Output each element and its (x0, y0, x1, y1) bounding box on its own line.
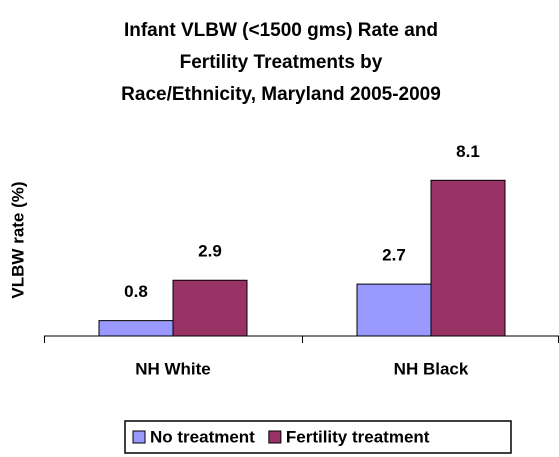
bar (430, 179, 506, 337)
bar (356, 283, 432, 337)
data-label: 0.8 (124, 282, 148, 301)
x-tick-label: NH Black (394, 359, 469, 378)
legend-label: No treatment (150, 427, 255, 446)
chart-title: Infant VLBW (<1500 gms) Rate and (124, 20, 438, 41)
x-tick-label: NH White (135, 359, 211, 378)
data-label: 2.7 (382, 246, 406, 265)
bar (98, 320, 174, 337)
legend-label: Fertility treatment (286, 427, 430, 446)
data-label: 2.9 (198, 242, 222, 261)
y-axis-label: VLBW rate (%) (8, 181, 27, 298)
chart-title: Race/Ethnicity, Maryland 2005-2009 (121, 84, 441, 105)
legend-swatch (268, 430, 282, 444)
chart-title: Fertility Treatments by (180, 52, 383, 73)
legend-swatch (132, 430, 146, 444)
bar (172, 279, 248, 337)
legend-box (124, 420, 512, 454)
data-label: 8.1 (456, 142, 480, 161)
